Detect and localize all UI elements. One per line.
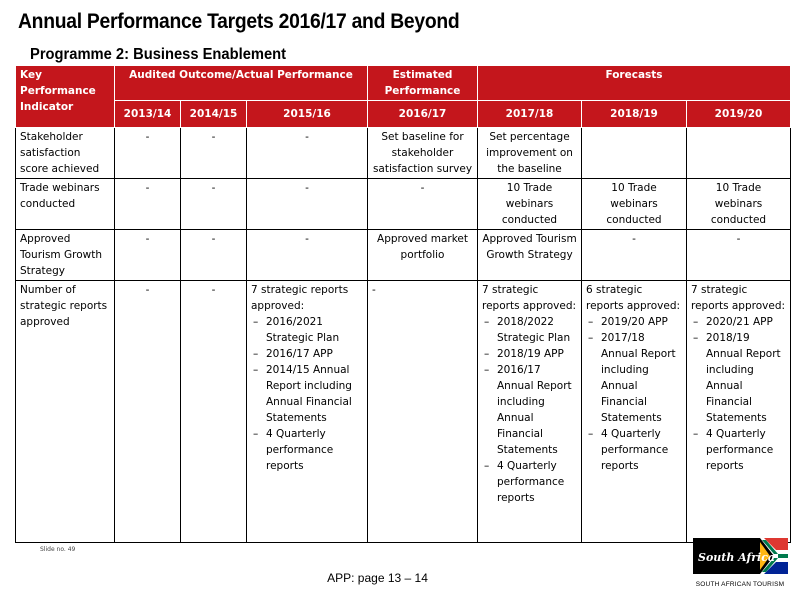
report-lead: 7 strategic reports approved: [251, 284, 349, 312]
value-cell: 7 strategic reports approved: 2020/21 AP… [686, 280, 791, 543]
kpi-cell: Approved Tourism Growth Strategy [15, 229, 115, 281]
list-item: 2014/15 Annual Report including Annual F… [251, 362, 363, 426]
logo-tagline: SOUTH AFRICAN TOURISM [695, 581, 785, 588]
value-cell: 6 strategic reports approved: 2019/20 AP… [581, 280, 687, 543]
kpi-cell: Trade webinars conducted [15, 178, 115, 230]
list-item: 2016/2021 Strategic Plan [251, 314, 363, 346]
value-cell: 7 strategic reports approved: 2018/2022 … [477, 280, 582, 543]
header-audited: Audited Outcome/Actual Performance [114, 65, 368, 101]
value-cell: - [367, 178, 478, 230]
list-item: 4 Quarterly performance reports [482, 458, 577, 506]
kpi-cell: Number of strategic reports approved [15, 280, 115, 543]
value-cell: - [114, 229, 181, 281]
value-cell: 7 strategic reports approved: 2016/2021 … [246, 280, 368, 543]
value-cell: - [367, 280, 478, 543]
header-year-2019-20: 2019/20 [686, 100, 791, 128]
kpi-cell: Stakeholder satisfaction score achieved [15, 127, 115, 179]
flag-blue-band [764, 562, 788, 574]
page-title: Annual Performance Targets 2016/17 and B… [18, 10, 460, 33]
value-cell: - [246, 229, 368, 281]
list-item: 2016/17 Annual Report including Annual F… [482, 362, 577, 458]
list-item: 2016/17 APP [251, 346, 363, 362]
value-cell: - [114, 280, 181, 543]
value-cell: - [114, 127, 181, 179]
list-item: 4 Quarterly performance reports [251, 426, 363, 474]
report-list: 2019/20 APP 2017/18 Annual Report includ… [586, 314, 682, 474]
report-list: 2018/2022 Strategic Plan 2018/19 APP 201… [482, 314, 577, 506]
value-cell: Approved Tourism Growth Strategy [477, 229, 582, 281]
table-row: Number of strategic reports approved - -… [15, 280, 791, 543]
flag-gold-band [760, 542, 770, 570]
header-year-2016-17: 2016/17 [367, 100, 478, 128]
value-cell: - [180, 280, 247, 543]
report-list: 2020/21 APP 2018/19 Annual Report includ… [691, 314, 786, 474]
value-cell: - [686, 229, 791, 281]
performance-targets-table: Key Performance Indicator Audited Outcom… [15, 65, 791, 543]
footer-page-ref: APP: page 13 – 14 [327, 571, 428, 585]
value-cell: 10 Trade webinars conducted [477, 178, 582, 230]
page-subtitle: Programme 2: Business Enablement [30, 46, 287, 63]
list-item: 4 Quarterly performance reports [586, 426, 682, 474]
list-item: 2018/19 APP [482, 346, 577, 362]
value-cell [686, 127, 791, 179]
list-item: 2018/2022 Strategic Plan [482, 314, 577, 346]
flag-green-band [762, 540, 788, 572]
table-header-row-1: Key Performance Indicator Audited Outcom… [15, 65, 791, 128]
header-year-2015-16: 2015/16 [246, 100, 368, 128]
table-row: Stakeholder satisfaction score achieved … [15, 127, 791, 179]
value-cell: - [246, 178, 368, 230]
list-item: 4 Quarterly performance reports [691, 426, 786, 474]
header-year-2018-19: 2018/19 [581, 100, 687, 128]
list-item: 2017/18 Annual Report including Annual F… [586, 330, 682, 426]
list-item: 2018/19 Annual Report including Annual F… [691, 330, 786, 426]
table-header-row-2: 2013/14 2014/15 2015/16 2016/17 2017/18 … [16, 100, 791, 128]
header-forecasts: Forecasts [477, 65, 791, 101]
value-cell: - [246, 127, 368, 179]
header-estimated: Estimated Performance [367, 65, 478, 101]
flag-red-band [764, 538, 788, 550]
value-cell: - [114, 178, 181, 230]
value-cell: 10 Trade webinars conducted [581, 178, 687, 230]
header-year-2014-15: 2014/15 [180, 100, 247, 128]
table-row: Trade webinars conducted - - - - 10 Trad… [15, 178, 791, 230]
report-lead: 7 strategic reports approved: [482, 284, 577, 312]
value-cell: - [180, 229, 247, 281]
header-kpi: Key Performance Indicator [15, 65, 115, 128]
list-item: 2019/20 APP [586, 314, 682, 330]
slide-number: Slide no. 49 [40, 546, 76, 553]
value-cell: Set baseline for stakeholder satisfactio… [367, 127, 478, 179]
header-year-2017-18: 2017/18 [477, 100, 582, 128]
logo-wordmark: South Africa [698, 551, 775, 564]
value-cell: - [581, 229, 687, 281]
value-cell: Set percentage improvement on the baseli… [477, 127, 582, 179]
value-cell: 10 Trade webinars conducted [686, 178, 791, 230]
value-cell: Approved market portfolio [367, 229, 478, 281]
list-item: 2020/21 APP [691, 314, 786, 330]
report-lead: 7 strategic reports approved: [691, 284, 786, 312]
report-lead: 6 strategic reports approved: [586, 284, 681, 312]
value-cell [581, 127, 687, 179]
south-african-tourism-logo: South Africa [693, 538, 788, 574]
table-row: Approved Tourism Growth Strategy - - - A… [15, 229, 791, 281]
report-list: 2016/2021 Strategic Plan 2016/17 APP 201… [251, 314, 363, 474]
header-year-2013-14: 2013/14 [114, 100, 181, 128]
value-cell: - [180, 178, 247, 230]
value-cell: - [180, 127, 247, 179]
